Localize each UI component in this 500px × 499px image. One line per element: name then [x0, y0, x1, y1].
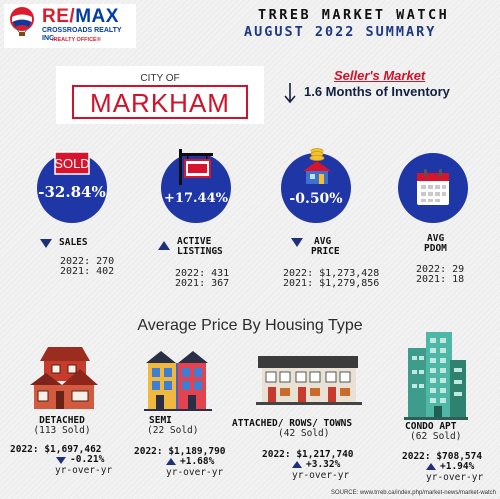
price-2022: 2022: $1,273,428: [283, 268, 380, 279]
townhouse-name: ATTACHED/ ROWS/ TOWNS: [232, 418, 353, 429]
house-coins-icon: [303, 148, 331, 184]
semi-price: 2022: $1,189,790: [134, 446, 226, 457]
pdom-circle: [398, 153, 468, 223]
detached-price: 2022: $1,697,462: [10, 444, 102, 455]
townhouse-price: 2022: $1,217,740: [262, 449, 354, 460]
down-arrow-icon: [284, 83, 296, 104]
semi-trend-up-icon: [166, 458, 176, 465]
price-label-line1: AVG: [314, 236, 332, 247]
sold-sign-text: SOLD: [54, 156, 89, 171]
city-name: MARKHAM: [90, 88, 230, 118]
detached-name: DETACHED: [39, 415, 85, 426]
detached-sold: (113 Sold): [33, 425, 91, 436]
townhouse-trend-up-icon: [292, 461, 302, 468]
city-box: CITY OF MARKHAM: [56, 66, 264, 124]
listings-change: +17.44%: [164, 191, 228, 206]
condo-price: 2022: $708,574: [402, 451, 483, 462]
listings-2021: 2021: 367: [175, 278, 230, 289]
listings-circle: +17.44%: [161, 149, 231, 223]
pdom-label-line2: PDOM: [424, 243, 447, 254]
calendar-icon: [417, 169, 449, 205]
price-label-line2: PRICE: [311, 246, 340, 257]
city-name-frame: MARKHAM: [72, 85, 248, 119]
condo-yoy: yr-over-yr: [426, 472, 484, 483]
detached-trend-down-icon: [56, 457, 66, 464]
detached-house-icon: [30, 347, 98, 409]
remax-wordmark: RE/MAX: [42, 6, 119, 27]
semi-yoy: yr-over-yr: [166, 467, 224, 478]
listings-2022: 2022: 431: [175, 268, 230, 279]
report-subtitle: AUGUST 2022 SUMMARY: [244, 24, 437, 40]
price-change: -0.50%: [289, 191, 343, 207]
listings-trend-up-icon: [158, 241, 170, 250]
detached-yoy: yr-over-yr: [55, 465, 113, 476]
semi-name: SEMI: [149, 415, 172, 426]
source-footnote: SOURCE: www.trreb.ca/index.php/market-ne…: [330, 490, 496, 496]
condo-trend-up-icon: [426, 463, 436, 470]
hot-air-balloon-icon: [10, 7, 34, 36]
housing-type-heading: Average Price By Housing Type: [137, 317, 363, 334]
sales-circle: SOLD -32.84%: [37, 151, 107, 223]
market-status: Seller's Market: [334, 68, 426, 83]
sales-2021: 2021: 402: [60, 266, 115, 277]
condo-sold: (62 Sold): [410, 431, 462, 442]
townhouse-yoy: yr-over-yr: [292, 470, 350, 481]
sales-2022: 2022: 270: [60, 256, 115, 267]
pdom-2022: 2022: 29: [416, 264, 465, 275]
townhouse-icon: [256, 356, 362, 405]
sales-trend-down-icon: [40, 239, 52, 248]
price-trend-down-icon: [291, 238, 303, 247]
listings-label-line1: ACTIVE: [177, 236, 212, 247]
price-circle: -0.50%: [281, 148, 351, 223]
condo-tower-icon: [404, 332, 468, 420]
pdom-label-line1: AVG: [427, 233, 445, 244]
sales-label: SALES: [59, 237, 88, 248]
report-title: TRREB MARKET WATCH: [258, 7, 450, 23]
price-2021: 2021: $1,279,856: [283, 278, 380, 289]
remax-logo: RE/MAX CROSSROADS REALTY INC. iREALTY OF…: [4, 4, 136, 48]
city-prefix: CITY OF: [140, 73, 180, 84]
semi-sold: (22 Sold): [147, 425, 199, 436]
semi-house-icon: [144, 351, 212, 411]
townhouse-sold: (42 Sold): [278, 428, 330, 439]
condo-name: CONDO APT: [405, 421, 457, 432]
townhouse-change: +3.32%: [306, 459, 341, 470]
condo-change: +1.94%: [440, 461, 475, 472]
detached-change: -0.21%: [70, 454, 105, 465]
office-subtitle: iREALTY OFFICE®: [52, 37, 101, 43]
pdom-2021: 2021: 18: [416, 274, 465, 285]
for-sale-sign-icon: [179, 149, 213, 185]
semi-change: +1.68%: [180, 456, 215, 467]
months-of-inventory: 1.6 Months of Inventory: [304, 84, 450, 99]
listings-label-line2: LISTINGS: [177, 246, 223, 257]
sold-sign-icon: SOLD: [54, 151, 90, 175]
office-name: CROSSROADS REALTY INC.: [42, 27, 122, 42]
sales-change: -32.84%: [38, 183, 106, 201]
